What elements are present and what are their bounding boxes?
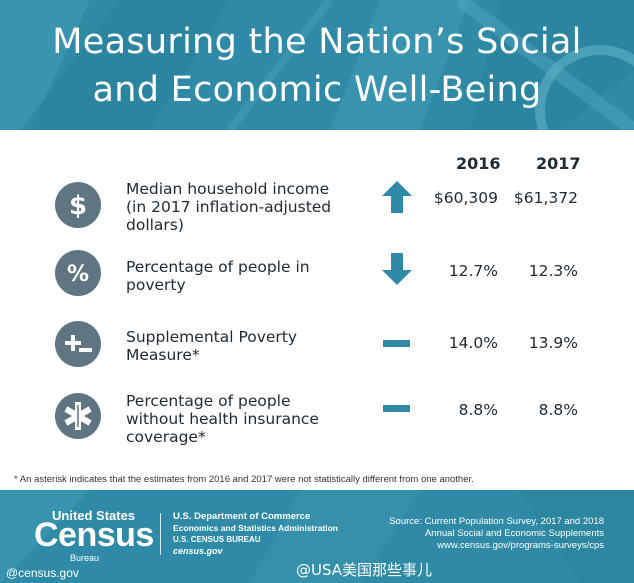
row-label-supplemental-poverty: Supplemental Poverty Measure* <box>126 328 297 364</box>
label-line: poverty <box>126 276 186 294</box>
percent-icon: % <box>55 250 101 296</box>
svg-text:%: % <box>67 262 89 287</box>
label-line: coverage* <box>126 428 206 446</box>
up-arrow-icon <box>382 181 412 213</box>
footer-decoration <box>0 490 634 583</box>
value-2017-median-income: $61,372 <box>513 189 578 207</box>
title-line-2: and Economic Well-Being <box>92 70 542 110</box>
dept-esa: Economics and Statistics Administration <box>173 523 338 533</box>
label-line: (in 2017 inflation-adjusted <box>126 198 332 216</box>
label-line: without health insurance <box>126 410 319 428</box>
census-logo: Census <box>34 516 154 554</box>
label-line: Percentage of people <box>126 392 291 410</box>
row-label-poverty: Percentage of people in poverty <box>126 258 310 294</box>
footer-banner <box>0 490 634 583</box>
dash-icon <box>383 405 410 412</box>
watermark-left: @census.gov <box>6 566 79 580</box>
page-title: Measuring the Nation’s Social and Econom… <box>0 18 634 114</box>
value-2017-poverty: 12.3% <box>528 262 578 280</box>
source-line-2: Annual Social and Economic Supplements <box>424 528 604 539</box>
value-2016-median-income: $60,309 <box>433 189 498 207</box>
header-banner: Measuring the Nation’s Social and Econom… <box>0 0 634 130</box>
label-line: Percentage of people in <box>126 258 310 276</box>
dept-census-bureau: U.S. CENSUS BUREAU <box>173 535 261 544</box>
value-2016-health-insurance: 8.8% <box>458 401 498 419</box>
title-line-1: Measuring the Nation’s Social <box>52 22 582 62</box>
svg-text:$: $ <box>69 191 87 221</box>
row-label-health-insurance: Percentage of people without health insu… <box>126 392 319 446</box>
dept-commerce: U.S. Department of Commerce <box>173 511 311 522</box>
label-line: Supplemental Poverty <box>126 328 298 346</box>
label-line: Median household income <box>126 180 330 198</box>
value-2017-supplemental-poverty: 13.9% <box>528 334 578 352</box>
logo-bureau: Bureau <box>70 553 100 563</box>
down-arrow-icon <box>382 253 412 285</box>
logo-united-states: United States <box>52 508 136 523</box>
dept-census-gov: census.gov <box>173 546 223 556</box>
year-header-2016: 2016 <box>456 154 501 173</box>
footnote: * An asterisk indicates that the estimat… <box>14 474 474 485</box>
dash-icon <box>383 340 410 347</box>
source-line-1: Source: Current Population Survey, 2017 … <box>389 516 604 527</box>
label-line: dollars) <box>126 216 184 234</box>
dollar-icon: $ <box>55 182 101 228</box>
header-decoration <box>0 0 634 130</box>
value-2016-poverty: 12.7% <box>448 262 498 280</box>
value-2017-health-insurance: 8.8% <box>538 401 578 419</box>
plus-minus-icon <box>55 321 101 367</box>
medical-star-icon <box>55 393 101 439</box>
watermark-right: @USA美国那些事儿 <box>296 561 433 579</box>
source-line-3: www.census.gov/programs-surveys/cps <box>437 540 604 551</box>
value-2016-supplemental-poverty: 14.0% <box>448 334 498 352</box>
label-line: Measure* <box>126 346 200 364</box>
year-header-2017: 2017 <box>536 154 581 173</box>
row-label-median-income: Median household income (in 2017 inflati… <box>126 180 331 234</box>
footer-divider <box>160 513 161 555</box>
